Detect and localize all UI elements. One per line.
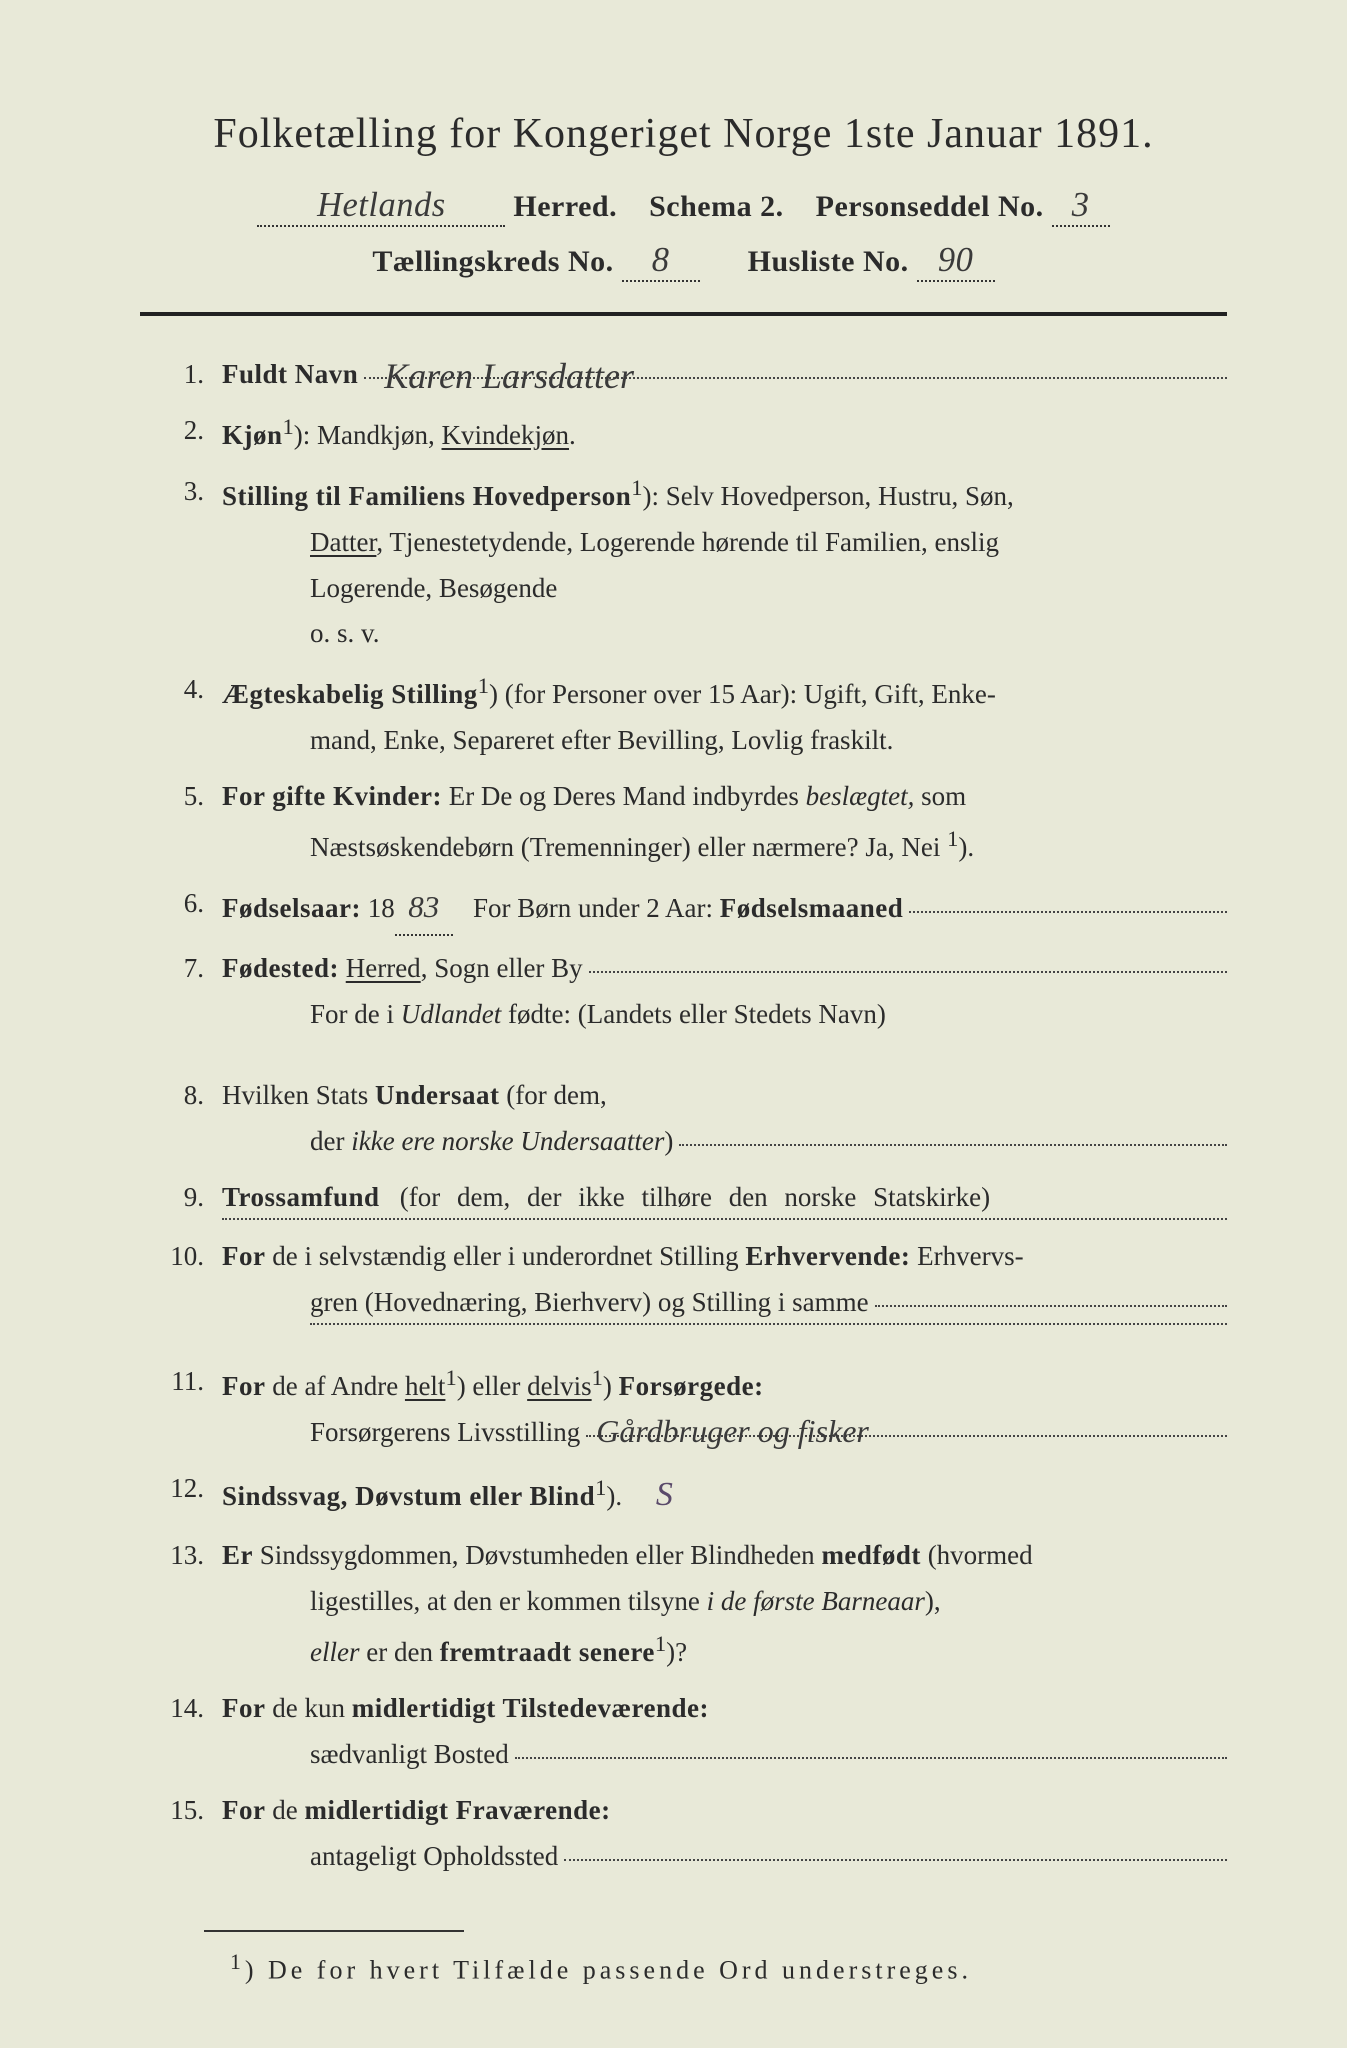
fodselsmaaned-label: Fødselsmaaned [720,893,904,923]
erhvervende-label: Erhvervende: [745,1241,910,1271]
kjon-options-a: ): Mandkjøn, [294,420,442,450]
item-num: 12. [140,1466,222,1524]
fravaerende-label: midlertidigt Fraværende: [304,1795,610,1825]
footnote-ref: 1 [631,475,642,500]
item-5: 5. For gifte Kvinder: Er De og Deres Man… [140,774,1227,871]
forsorger-livsstilling-value: Gårdbruger og fisker [596,1404,869,1458]
trossamfund-label: Trossamfund [222,1182,380,1212]
tilstedevaerende-label: midlertidigt Tilstedeværende: [352,1693,709,1723]
item-num: 3. [140,469,222,658]
item-num: 9. [140,1175,222,1224]
fodested-selected: Herred [346,953,421,983]
item-8: 8. Hvilken Stats Undersaat (for dem, der… [140,1073,1227,1165]
husliste-value: 90 [917,241,995,282]
opholdssted-label: antageligt Opholdssted [310,1834,558,1880]
trossamfund-text: (for dem, der ikke tilhøre den norske St… [400,1182,990,1212]
kjon-selected: Kvindekjøn [442,420,570,450]
item-2: 2. Kjøn1): Mandkjøn, Kvindekjøn. [140,408,1227,459]
fodested-label: Fødested: [222,953,339,983]
form-header: Folketælling for Kongeriget Norge 1ste J… [140,110,1227,282]
kreds-value: 8 [622,241,700,282]
item-15: 15. For de midlertidigt Fraværende: anta… [140,1788,1227,1880]
medfodt-label: medfødt [821,1540,921,1570]
forsorger-livsstilling-label: Forsørgerens Livsstilling [310,1410,580,1456]
header-rule [140,312,1227,316]
herred-label: Herred. [513,190,617,223]
fuldt-navn-value: Karen Larsdatter [384,346,634,407]
kjon-label: Kjøn [222,420,283,450]
form-title: Folketælling for Kongeriget Norge 1ste J… [140,110,1227,158]
herred-value: Hetlands [257,186,505,227]
footnote-rule [204,1930,464,1932]
footnote-ref: 1 [478,673,489,698]
item-num: 6. [140,881,222,936]
item-4: 4. Ægteskabelig Stilling1) (for Personer… [140,667,1227,764]
item-num: 14. [140,1686,222,1778]
item-1: 1. Fuldt Navn Karen Larsdatter [140,352,1227,398]
item-11: 11. For de af Andre helt1) eller delvis1… [140,1359,1227,1456]
stilling-label: Stilling til Familiens Hovedperson [222,481,631,511]
item-num: 15. [140,1788,222,1880]
form-items: 1. Fuldt Navn Karen Larsdatter 2. Kjøn1)… [140,352,1227,1880]
footnote-text: ) De for hvert Tilfælde passende Ord und… [245,1955,972,1984]
sindssvag-value: S [656,1476,673,1513]
fodselsaar-value: 83 [395,881,453,936]
bosted-label: sædvanligt Bosted [310,1732,509,1778]
item-13: 13. Er Sindssygdommen, Døvstumheden elle… [140,1533,1227,1676]
footnote-ref: 1 [445,1365,456,1390]
item-num: 7. [140,946,222,1038]
fremtraadt-senere-label: fremtraadt senere [440,1637,655,1667]
footnote-ref: 1 [947,826,958,851]
fuldt-navn-label: Fuldt Navn [222,359,358,389]
fodselsaar-label: Fødselsaar: [222,893,361,923]
item-num: 11. [140,1359,222,1456]
footnote-marker: 1 [230,1950,245,1974]
item-14: 14. For de kun midlertidigt Tilstedevære… [140,1686,1227,1778]
item-9: 9. Trossamfund (for dem, der ikke tilhør… [140,1175,1227,1224]
kreds-label: Tællingskreds No. [372,245,613,278]
personseddel-value: 3 [1052,186,1110,227]
item-10: 10. For de i selvstændig eller i underor… [140,1234,1227,1329]
footnote-ref: 1 [655,1631,666,1656]
item-7: 7. Fødested: Herred, Sogn eller By For d… [140,946,1227,1038]
footnote-ref: 1 [595,1475,606,1500]
forsorgede-label: Forsørgede: [619,1371,764,1401]
sindssvag-label: Sindssvag, Døvstum eller Blind [222,1481,595,1511]
schema-label: Schema 2. [649,190,784,223]
gifte-kvinder-label: For gifte Kvinder: [222,781,442,811]
kreds-row: Tællingskreds No. 8 Husliste No. 90 [140,241,1227,282]
footnote-ref: 1 [283,414,294,439]
stilling-line3: Logerende, Besøgende [310,573,557,603]
footnote: 1) De for hvert Tilfælde passende Ord un… [230,1950,1227,1986]
stilling-line2: , Tjenestetydende, Logerende hørende til… [376,527,999,557]
stilling-line4: o. s. v. [310,618,380,648]
item-num: 10. [140,1234,222,1329]
husliste-label: Husliste No. [748,245,909,278]
item-3: 3. Stilling til Familiens Hovedperson1):… [140,469,1227,658]
undersaat-label: Undersaat [375,1080,500,1110]
item-num: 8. [140,1073,222,1165]
stilling-line1: ): Selv Hovedperson, Hustru, Søn, [643,481,1014,511]
item-num: 2. [140,408,222,459]
personseddel-label: Personseddel No. [816,190,1044,223]
footnote-ref: 1 [592,1365,603,1390]
census-form-page: Folketælling for Kongeriget Norge 1ste J… [0,0,1347,2048]
item-num: 5. [140,774,222,871]
item-6: 6. Fødselsaar: 1883 For Børn under 2 Aar… [140,881,1227,936]
aegteskab-line2: mand, Enke, Separeret efter Bevilling, L… [310,725,893,755]
aegteskab-label: Ægteskabelig Stilling [222,679,478,709]
item-num: 13. [140,1533,222,1676]
stilling-selected: Datter [310,527,376,557]
item-12: 12. Sindssvag, Døvstum eller Blind1). S [140,1466,1227,1524]
item-num: 4. [140,667,222,764]
item-num: 1. [140,352,222,398]
gifte-kvinder-line2: Næstsøskendebørn (Tremenninger) eller næ… [310,832,947,862]
erhvervende-line2: gren (Hovednæring, Bierhverv) og Stillin… [310,1280,869,1326]
aegteskab-line1: ) (for Personer over 15 Aar): Ugift, Gif… [489,679,996,709]
herred-row: Hetlands Herred. Schema 2. Personseddel … [140,186,1227,227]
